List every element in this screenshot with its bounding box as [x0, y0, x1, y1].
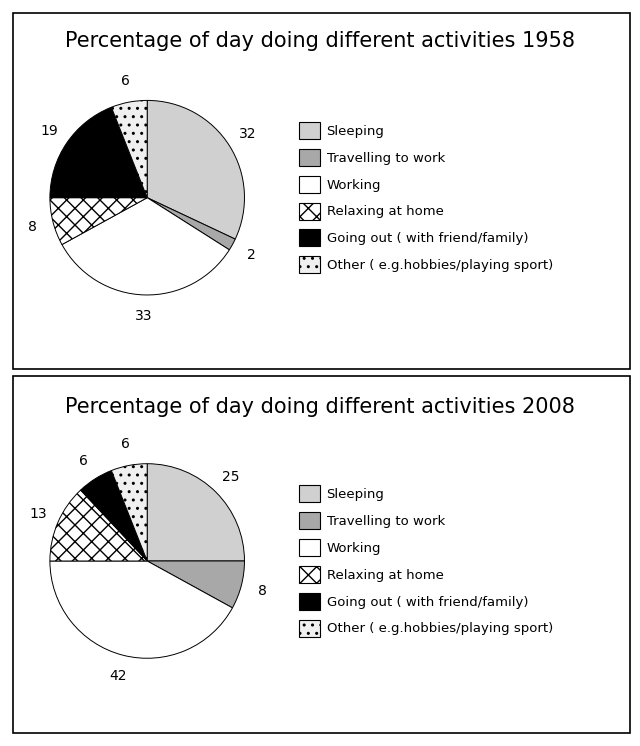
Wedge shape [50, 490, 147, 561]
Text: Percentage of day doing different activities 1958: Percentage of day doing different activi… [65, 31, 575, 51]
Legend: Sleeping, Travelling to work, Working, Relaxing at home, Going out ( with friend: Sleeping, Travelling to work, Working, R… [295, 118, 557, 278]
Text: 2: 2 [247, 248, 255, 262]
Wedge shape [147, 464, 244, 561]
Text: Percentage of day doing different activities 2008: Percentage of day doing different activi… [65, 397, 575, 416]
Text: 19: 19 [40, 124, 58, 138]
Text: 6: 6 [120, 437, 129, 451]
Text: 6: 6 [120, 74, 129, 88]
Text: 42: 42 [109, 669, 127, 683]
Wedge shape [147, 561, 244, 608]
Text: 25: 25 [222, 470, 240, 484]
Wedge shape [50, 561, 232, 658]
Text: 13: 13 [29, 507, 47, 521]
Wedge shape [147, 101, 244, 239]
Wedge shape [147, 198, 236, 250]
Wedge shape [111, 464, 147, 561]
Legend: Sleeping, Travelling to work, Working, Relaxing at home, Going out ( with friend: Sleeping, Travelling to work, Working, R… [295, 481, 557, 641]
Wedge shape [50, 107, 147, 198]
Wedge shape [81, 471, 147, 561]
Text: 32: 32 [239, 127, 256, 141]
Text: 33: 33 [135, 310, 152, 323]
Wedge shape [62, 198, 229, 295]
Text: 8: 8 [258, 583, 267, 598]
Wedge shape [111, 101, 147, 198]
Wedge shape [50, 198, 147, 245]
Text: 6: 6 [79, 454, 88, 468]
Text: 8: 8 [28, 220, 36, 234]
